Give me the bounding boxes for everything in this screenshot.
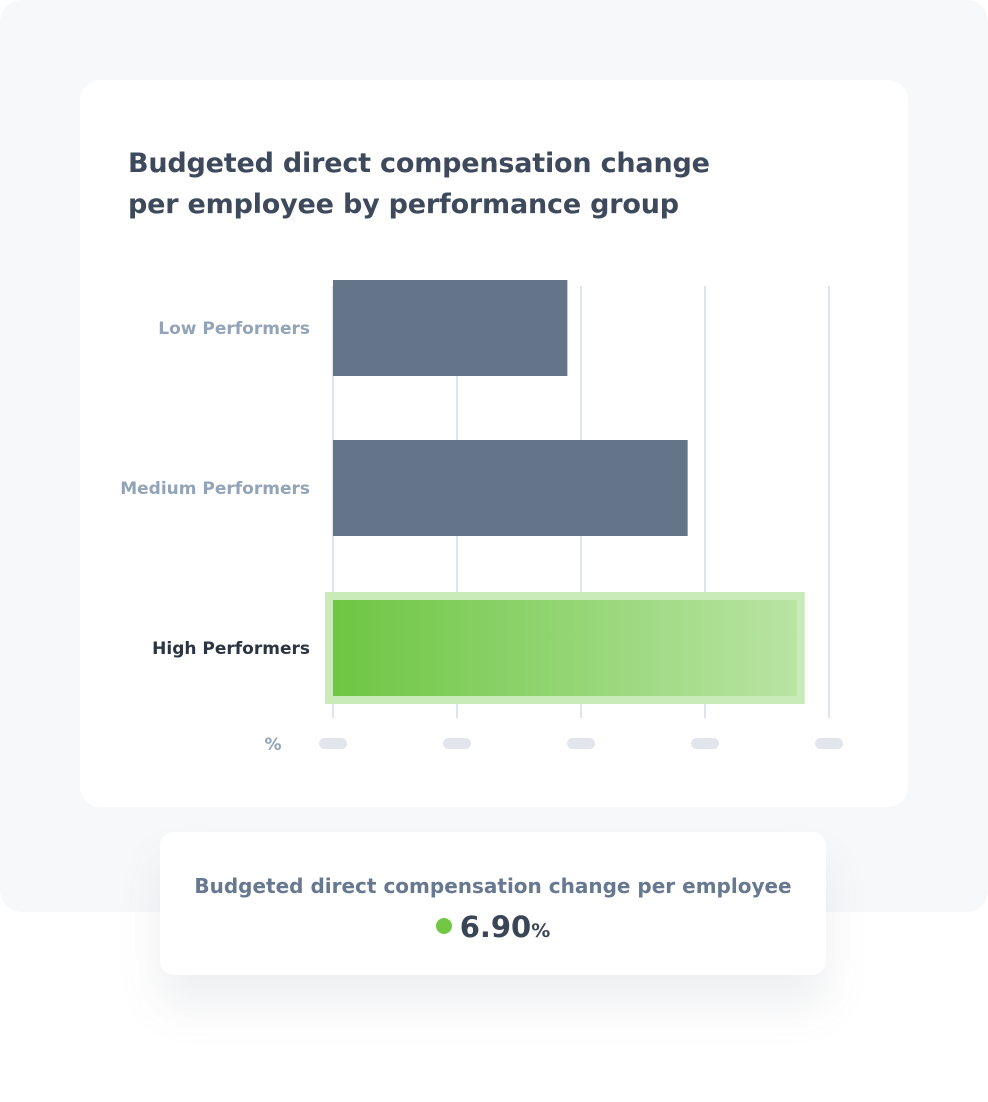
summary-card: Budgeted direct compensation change per … (160, 832, 826, 975)
chart-title: Budgeted direct compensation change per … (128, 148, 710, 220)
category-label-medium-performers: Medium Performers (120, 479, 310, 499)
category-label-high-performers: High Performers (152, 639, 310, 659)
summary-label: Budgeted direct compensation change per … (194, 874, 792, 898)
x-tick-placeholder (319, 738, 347, 749)
x-tick-placeholder (815, 738, 843, 749)
x-axis-unit-label: % (264, 735, 281, 755)
x-tick-placeholder (567, 738, 595, 749)
summary-value: 6.90 (459, 910, 532, 944)
bar-low-performers (333, 280, 568, 376)
x-tick-placeholder (443, 738, 471, 749)
bar-medium-performers (333, 440, 688, 536)
bar-high-performers (333, 600, 797, 696)
bars (325, 280, 805, 704)
category-labels: Low Performers Medium Performers High Perf… (120, 319, 310, 659)
x-tick-placeholder (691, 738, 719, 749)
status-dot-icon (435, 918, 452, 934)
summary-value-row: 6.90% (160, 910, 826, 944)
category-label-low-performers: Low Performers (158, 319, 310, 339)
x-axis: % (264, 735, 843, 755)
summary-unit: % (531, 920, 551, 942)
